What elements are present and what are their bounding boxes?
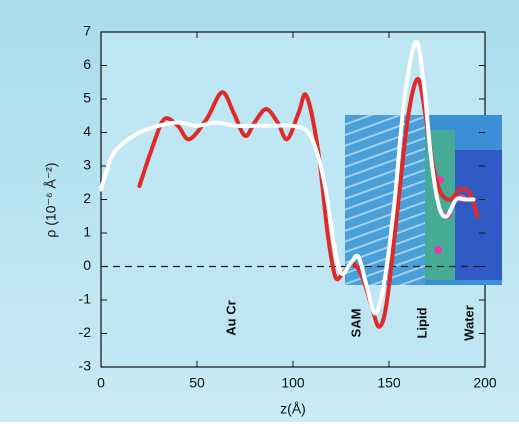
inset-image	[345, 115, 502, 285]
x-tick-label: 100	[281, 375, 305, 391]
x-tick-label: 150	[377, 375, 401, 391]
x-tick-label: 0	[97, 375, 105, 391]
x-axis-label: z(Å)	[280, 401, 306, 417]
y-tick-label: 0	[83, 257, 91, 273]
y-tick-label: 4	[83, 123, 91, 139]
x-tick-label: 200	[473, 375, 497, 391]
y-tick-label: 6	[83, 56, 91, 72]
y-tick-label: 3	[83, 157, 91, 173]
region-label: SAM	[348, 309, 363, 338]
y-tick-label: -1	[79, 291, 92, 307]
y-tick-label: 1	[83, 224, 91, 240]
y-tick-label: -2	[79, 324, 92, 340]
curve	[99, 40, 476, 316]
region-label: Au Cr	[223, 300, 238, 335]
y-tick-label: -3	[79, 358, 92, 374]
region-label: Water	[461, 305, 476, 341]
region-label: Lipid	[414, 307, 429, 338]
x-tick-label: 50	[189, 375, 205, 391]
y-axis-label: ρ (10⁻⁶ Å⁻²)	[43, 162, 59, 237]
y-tick-label: 2	[83, 190, 91, 206]
y-tick-label: 7	[83, 23, 91, 39]
y-tick-label: 5	[83, 90, 91, 106]
